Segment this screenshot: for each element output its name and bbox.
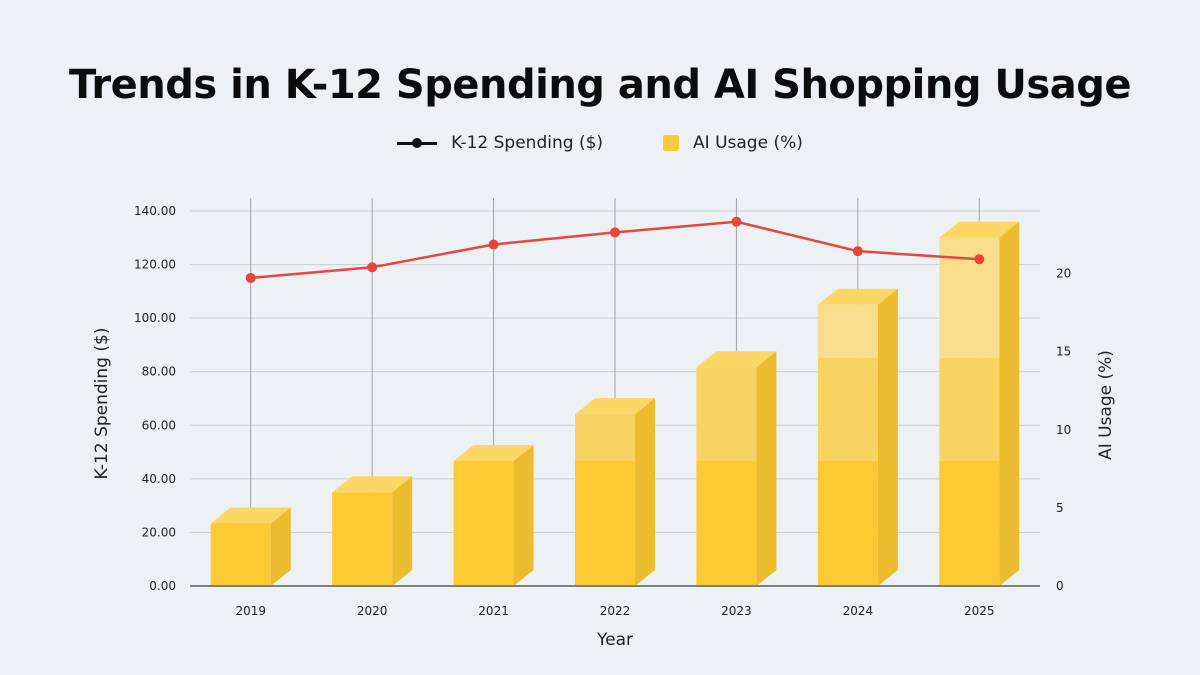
bar-front-face — [696, 367, 757, 461]
label-layer: 0.00 20.00 40.00 60.00 80.00 100.00 120.00 140.… — [92, 204, 1116, 650]
bar-side-face — [513, 445, 534, 586]
bar-side-face — [635, 398, 655, 586]
bar-2024 — [817, 288, 898, 586]
y-left-tick-label: 20.00 — [142, 525, 176, 539]
legend: K-12 Spending ($) AI Usage (%) — [0, 130, 1200, 156]
chart-title: Trends in K-12 Spending and AI Shopping … — [69, 62, 1131, 108]
bar-layer — [210, 221, 1020, 586]
x-tick-label: 2019 — [235, 604, 266, 618]
bar-front-face — [575, 414, 635, 461]
bar-top-face — [696, 351, 777, 368]
bar-front-face — [696, 461, 757, 586]
y-right-tick-label: 10 — [1056, 423, 1071, 437]
bar-2023 — [696, 351, 777, 586]
legend-label-spending: K-12 Spending ($) — [451, 133, 604, 153]
bar-front-face — [210, 523, 271, 586]
spending-point-2020 — [367, 262, 378, 273]
x-tick-label: 2023 — [721, 604, 752, 618]
bar-swatch-icon — [663, 135, 680, 151]
bar-front-face — [575, 461, 635, 586]
bar-2025 — [939, 221, 1020, 586]
y-left-tick-label: 80.00 — [142, 365, 176, 379]
spending-point-2023 — [731, 216, 742, 227]
bar-front-face — [939, 237, 1000, 358]
legend-label-ai-usage: AI Usage (%) — [693, 133, 803, 153]
bar-front-face — [817, 304, 878, 358]
bar-front-face — [453, 461, 514, 586]
x-tick-label: 2021 — [478, 604, 509, 618]
line-marker-icon — [397, 137, 438, 149]
y-right-tick-label: 15 — [1056, 345, 1071, 359]
y-left-tick-label: 40.00 — [142, 472, 176, 486]
bar-top-face — [210, 507, 291, 524]
bar-side-face — [392, 476, 413, 586]
x-tick-label: 2020 — [357, 604, 388, 618]
bar-2020 — [332, 476, 413, 586]
x-axis-title: Year — [596, 630, 633, 650]
x-tick-label: 2022 — [600, 604, 631, 618]
y-right-tick-label: 0 — [1056, 579, 1064, 593]
spending-point-2025 — [974, 254, 985, 265]
y-left-axis-title: K-12 Spending ($) — [92, 328, 112, 480]
bar-top-face — [332, 476, 413, 493]
bar-side-face — [756, 351, 777, 586]
y-left-tick-label: 120.00 — [134, 258, 176, 272]
y-right-tick-label: 20 — [1056, 267, 1071, 281]
x-tick-label: 2025 — [964, 604, 995, 618]
y-right-tick-label: 5 — [1056, 501, 1064, 515]
spending-point-2024 — [852, 246, 863, 257]
bar-2019 — [210, 507, 291, 586]
bar-front-face — [332, 492, 393, 586]
legend-item-ai-usage: AI Usage (%) — [663, 133, 803, 153]
y-left-tick-label: 60.00 — [142, 418, 176, 432]
spending-point-2022 — [610, 227, 620, 238]
y-left-tick-label: 140.00 — [134, 204, 176, 218]
bar-front-face — [939, 357, 1000, 461]
bar-top-face — [817, 288, 898, 305]
bar-top-face — [575, 398, 655, 415]
spending-point-2019 — [245, 272, 256, 283]
bar-top-face — [939, 221, 1020, 238]
bar-side-face — [270, 507, 291, 586]
y-left-tick-label: 0.00 — [149, 579, 176, 593]
y-left-tick-label: 100.00 — [134, 311, 176, 325]
bar-top-face — [453, 445, 534, 461]
x-tick-label: 2024 — [843, 604, 874, 618]
spending-point-2021 — [488, 239, 499, 250]
bar-front-face — [939, 461, 1000, 586]
bar-2021 — [453, 445, 534, 586]
bar-side-face — [877, 288, 898, 586]
bar-2022 — [575, 398, 655, 586]
y-right-axis-title: AI Usage (%) — [1096, 350, 1116, 460]
legend-item-spending: K-12 Spending ($) — [397, 133, 603, 153]
line-layer — [245, 216, 985, 283]
bar-front-face — [817, 357, 878, 461]
bar-front-face — [817, 461, 878, 586]
bar-side-face — [999, 221, 1020, 586]
